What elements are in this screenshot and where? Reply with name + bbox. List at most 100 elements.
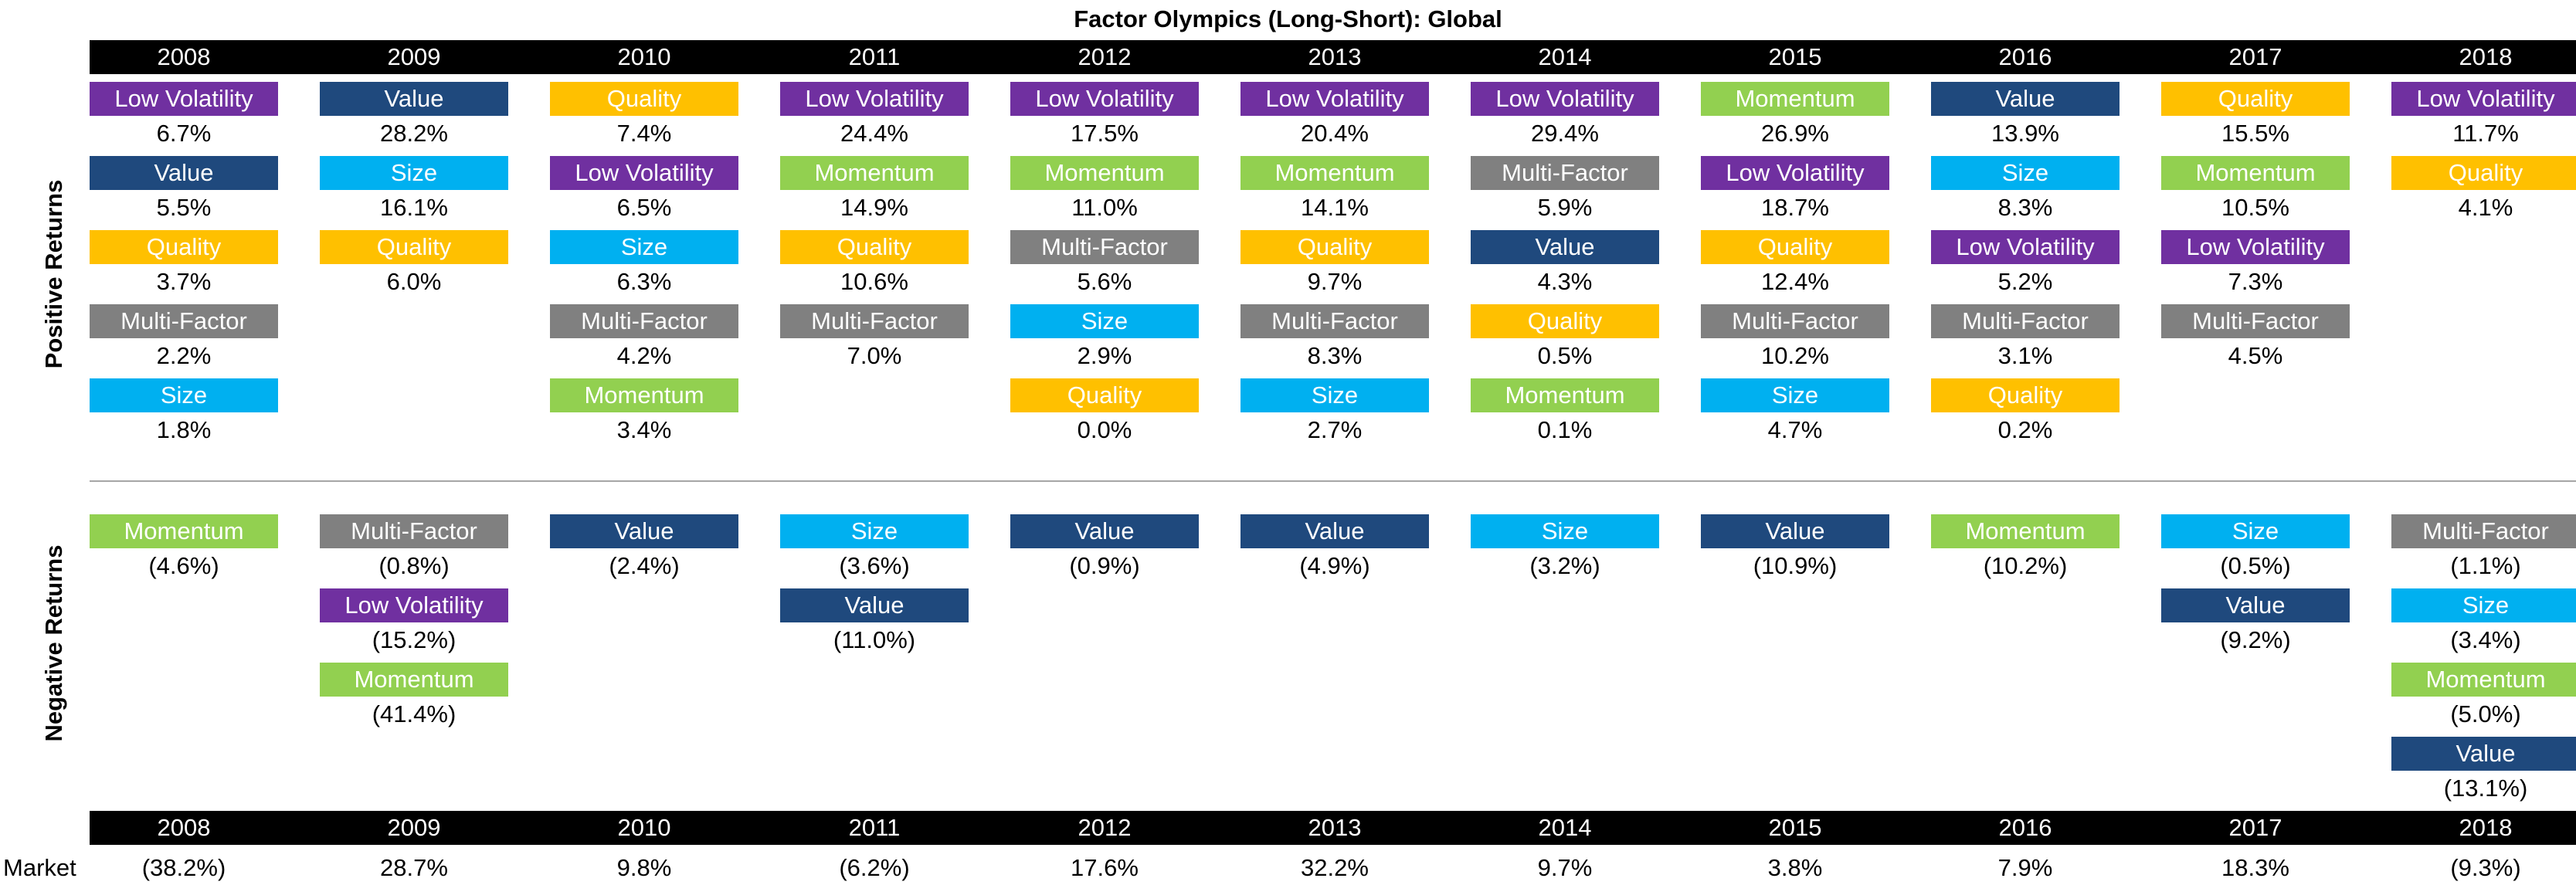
positive-factor-value: 18.7% — [1761, 194, 1829, 221]
positive-factor-value: 12.4% — [1761, 268, 1829, 295]
positive-factor-multi-factor: Multi-Factor — [1931, 304, 2120, 338]
positive-factor-quality: Quality — [780, 230, 969, 264]
positive-factor-value: 7.3% — [2228, 268, 2283, 295]
positive-factor-value: 6.0% — [386, 268, 442, 295]
positive-factor-quality: Quality — [2161, 82, 2350, 116]
positive-factor-value: 20.4% — [1301, 120, 1369, 147]
positive-factor-momentum: Momentum — [1010, 156, 1199, 190]
negative-factor-value: (2.4%) — [609, 552, 680, 579]
positive-factor-low-volatility: Low Volatility — [1931, 230, 2120, 264]
negative-factor-value: Value — [1010, 514, 1199, 548]
positive-factor-low-volatility: Low Volatility — [2391, 82, 2576, 116]
positive-factor-value: 17.5% — [1071, 120, 1139, 147]
positive-factor-momentum: Momentum — [550, 378, 738, 412]
positive-factor-momentum: Momentum — [1240, 156, 1429, 190]
positive-factor-value: 7.0% — [847, 342, 902, 369]
negative-factor-momentum: Momentum — [320, 663, 508, 697]
positive-factor-size: Size — [320, 156, 508, 190]
positive-factor-low-volatility: Low Volatility — [1701, 156, 1889, 190]
positive-factor-value: 5.2% — [1997, 268, 2053, 295]
year-label-2012: 2012 — [1078, 814, 1132, 841]
positive-factor-value: 8.3% — [1997, 194, 2053, 221]
negative-factor-value: Value — [550, 514, 738, 548]
negative-factor-size: Size — [1471, 514, 1659, 548]
positive-factor-value: 4.5% — [2228, 342, 2283, 369]
positive-factor-multi-factor: Multi-Factor — [1010, 230, 1199, 264]
positive-factor-multi-factor: Multi-Factor — [2161, 304, 2350, 338]
positive-factor-quality: Quality — [1471, 304, 1659, 338]
positive-factor-quality: Quality — [2391, 156, 2576, 190]
positive-factor-quality: Quality — [1701, 230, 1889, 264]
year-label-2016: 2016 — [1998, 814, 2052, 841]
year-label-2008: 2008 — [157, 43, 211, 70]
year-label-2018: 2018 — [2459, 43, 2513, 70]
market-value-2011: (6.2%) — [839, 854, 910, 881]
negative-factor-value: (10.2%) — [1983, 552, 2068, 579]
positive-factor-value: Value — [1471, 230, 1659, 264]
market-value-2015: 3.8% — [1767, 854, 1823, 881]
market-value-2018: (9.3%) — [2450, 854, 2521, 881]
positive-factor-multi-factor: Multi-Factor — [780, 304, 969, 338]
positive-factor-multi-factor: Multi-Factor — [1240, 304, 1429, 338]
positive-factor-value: 7.4% — [616, 120, 672, 147]
positive-factor-momentum: Momentum — [780, 156, 969, 190]
positive-factor-value: 3.4% — [616, 416, 672, 443]
negative-factor-value: (11.0%) — [833, 626, 916, 653]
negative-factor-value: (4.9%) — [1299, 552, 1370, 579]
positive-factor-value: 0.5% — [1537, 342, 1593, 369]
positive-factor-value: 6.3% — [616, 268, 672, 295]
year-label-2015: 2015 — [1768, 43, 1822, 70]
year-label-2014: 2014 — [1538, 43, 1592, 70]
positive-factor-value: 14.1% — [1301, 194, 1369, 221]
positive-factor-low-volatility: Low Volatility — [780, 82, 969, 116]
negative-returns-label: Negative Returns — [40, 544, 67, 742]
year-label-2015: 2015 — [1768, 814, 1822, 841]
positive-factor-value: 28.2% — [380, 120, 448, 147]
negative-factor-value: (0.9%) — [1069, 552, 1140, 579]
positive-factor-value: 2.2% — [156, 342, 212, 369]
positive-factor-value: 6.7% — [156, 120, 212, 147]
positive-factor-value: 4.3% — [1537, 268, 1593, 295]
positive-factor-size: Size — [1010, 304, 1199, 338]
market-value-2014: 9.7% — [1537, 854, 1593, 881]
year-label-2011: 2011 — [848, 43, 901, 70]
negative-factor-value: (9.2%) — [2220, 626, 2291, 653]
negative-factor-value: Value — [2391, 737, 2576, 771]
positive-factor-multi-factor: Multi-Factor — [1701, 304, 1889, 338]
positive-factor-value: 4.2% — [616, 342, 672, 369]
positive-factor-quality: Quality — [1240, 230, 1429, 264]
positive-factor-low-volatility: Low Volatility — [1240, 82, 1429, 116]
positive-factor-quality: Quality — [90, 230, 278, 264]
negative-factor-value: Value — [1240, 514, 1429, 548]
negative-factor-size: Size — [780, 514, 969, 548]
year-label-2017: 2017 — [2228, 43, 2282, 70]
positive-factor-value: 24.4% — [840, 120, 908, 147]
year-label-2012: 2012 — [1078, 43, 1132, 70]
negative-factor-value: (4.6%) — [148, 552, 219, 579]
positive-factor-size: Size — [1931, 156, 2120, 190]
positive-factor-value: 2.7% — [1307, 416, 1363, 443]
positive-factor-multi-factor: Multi-Factor — [550, 304, 738, 338]
negative-factor-value: (5.0%) — [2450, 700, 2521, 727]
negative-factor-value: Value — [2161, 588, 2350, 622]
negative-factor-momentum: Momentum — [2391, 663, 2576, 697]
negative-factor-value: Value — [1701, 514, 1889, 548]
positive-factor-multi-factor: Multi-Factor — [1471, 156, 1659, 190]
positive-factor-value: Value — [320, 82, 508, 116]
market-value-2008: (38.2%) — [141, 854, 226, 881]
positive-factor-value: 2.9% — [1077, 342, 1132, 369]
year-label-2014: 2014 — [1538, 814, 1592, 841]
year-label-2018: 2018 — [2459, 814, 2513, 841]
positive-factor-value: 11.7% — [2452, 120, 2519, 147]
negative-factor-value: (0.8%) — [378, 552, 450, 579]
positive-factor-value: 15.5% — [2221, 120, 2289, 147]
positive-factor-size: Size — [90, 378, 278, 412]
positive-factor-low-volatility: Low Volatility — [1471, 82, 1659, 116]
year-label-2016: 2016 — [1998, 43, 2052, 70]
positive-factor-value: 11.0% — [1071, 194, 1138, 221]
positive-factor-value: 1.8% — [156, 416, 212, 443]
positive-factor-low-volatility: Low Volatility — [550, 156, 738, 190]
negative-factor-value: (15.2%) — [372, 626, 456, 653]
market-value-2017: 18.3% — [2221, 854, 2289, 881]
positive-factor-value: 13.9% — [1991, 120, 2059, 147]
